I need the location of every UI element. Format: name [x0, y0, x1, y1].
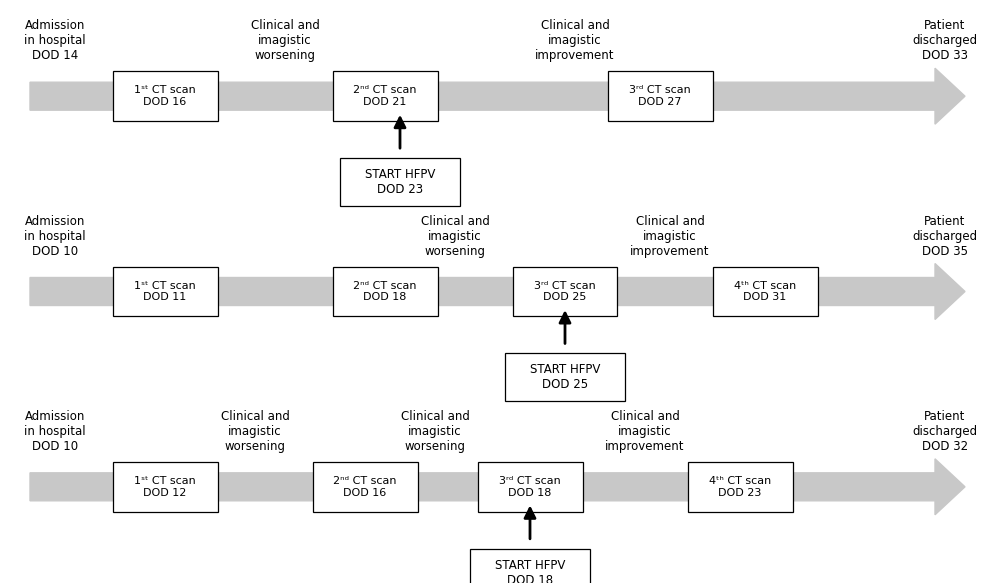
FancyBboxPatch shape	[512, 267, 617, 316]
FancyArrow shape	[30, 68, 965, 124]
FancyBboxPatch shape	[113, 267, 218, 316]
Text: 1ˢᵗ CT scan
DOD 16: 1ˢᵗ CT scan DOD 16	[134, 85, 196, 107]
Text: 3ʳᵈ CT scan
DOD 27: 3ʳᵈ CT scan DOD 27	[629, 85, 691, 107]
Text: Admission
in hospital
DOD 14: Admission in hospital DOD 14	[24, 19, 86, 62]
FancyBboxPatch shape	[505, 353, 625, 401]
FancyBboxPatch shape	[113, 72, 218, 121]
FancyBboxPatch shape	[688, 462, 792, 512]
Text: Patient
discharged
DOD 32: Patient discharged DOD 32	[912, 410, 978, 453]
Text: 3ʳᵈ CT scan
DOD 25: 3ʳᵈ CT scan DOD 25	[534, 280, 596, 303]
Text: 1ˢᵗ CT scan
DOD 12: 1ˢᵗ CT scan DOD 12	[134, 476, 196, 498]
FancyArrow shape	[30, 459, 965, 515]
FancyBboxPatch shape	[470, 549, 590, 583]
Text: Clinical and
imagistic
improvement: Clinical and imagistic improvement	[630, 215, 710, 258]
Text: 2ⁿᵈ CT scan
DOD 18: 2ⁿᵈ CT scan DOD 18	[353, 280, 417, 303]
Text: 3ʳᵈ CT scan
DOD 18: 3ʳᵈ CT scan DOD 18	[499, 476, 561, 498]
Text: Patient
discharged
DOD 35: Patient discharged DOD 35	[912, 215, 978, 258]
FancyBboxPatch shape	[712, 267, 818, 316]
FancyBboxPatch shape	[608, 72, 712, 121]
FancyBboxPatch shape	[478, 462, 582, 512]
FancyArrow shape	[30, 264, 965, 319]
Text: Clinical and
imagistic
worsening: Clinical and imagistic worsening	[421, 215, 489, 258]
Text: Patient
discharged
DOD 33: Patient discharged DOD 33	[912, 19, 978, 62]
FancyBboxPatch shape	[340, 158, 460, 206]
Text: START HFPV
DOD 18: START HFPV DOD 18	[495, 559, 565, 583]
FancyBboxPatch shape	[113, 462, 218, 512]
Text: Admission
in hospital
DOD 10: Admission in hospital DOD 10	[24, 215, 86, 258]
Text: 2ⁿᵈ CT scan
DOD 16: 2ⁿᵈ CT scan DOD 16	[333, 476, 397, 498]
Text: Admission
in hospital
DOD 10: Admission in hospital DOD 10	[24, 410, 86, 453]
Text: 4ᵗʰ CT scan
DOD 23: 4ᵗʰ CT scan DOD 23	[709, 476, 771, 498]
Text: Clinical and
imagistic
improvement: Clinical and imagistic improvement	[605, 410, 685, 453]
Text: Clinical and
imagistic
improvement: Clinical and imagistic improvement	[535, 19, 615, 62]
Text: Clinical and
imagistic
worsening: Clinical and imagistic worsening	[221, 410, 289, 453]
Text: Clinical and
imagistic
worsening: Clinical and imagistic worsening	[251, 19, 319, 62]
Text: START HFPV
DOD 25: START HFPV DOD 25	[530, 363, 600, 391]
FancyBboxPatch shape	[332, 72, 438, 121]
Text: 1ˢᵗ CT scan
DOD 11: 1ˢᵗ CT scan DOD 11	[134, 280, 196, 303]
Text: 4ᵗʰ CT scan
DOD 31: 4ᵗʰ CT scan DOD 31	[734, 280, 796, 303]
FancyBboxPatch shape	[312, 462, 418, 512]
Text: 2ⁿᵈ CT scan
DOD 21: 2ⁿᵈ CT scan DOD 21	[353, 85, 417, 107]
Text: START HFPV
DOD 23: START HFPV DOD 23	[365, 168, 435, 196]
Text: Clinical and
imagistic
worsening: Clinical and imagistic worsening	[401, 410, 469, 453]
FancyBboxPatch shape	[332, 267, 438, 316]
